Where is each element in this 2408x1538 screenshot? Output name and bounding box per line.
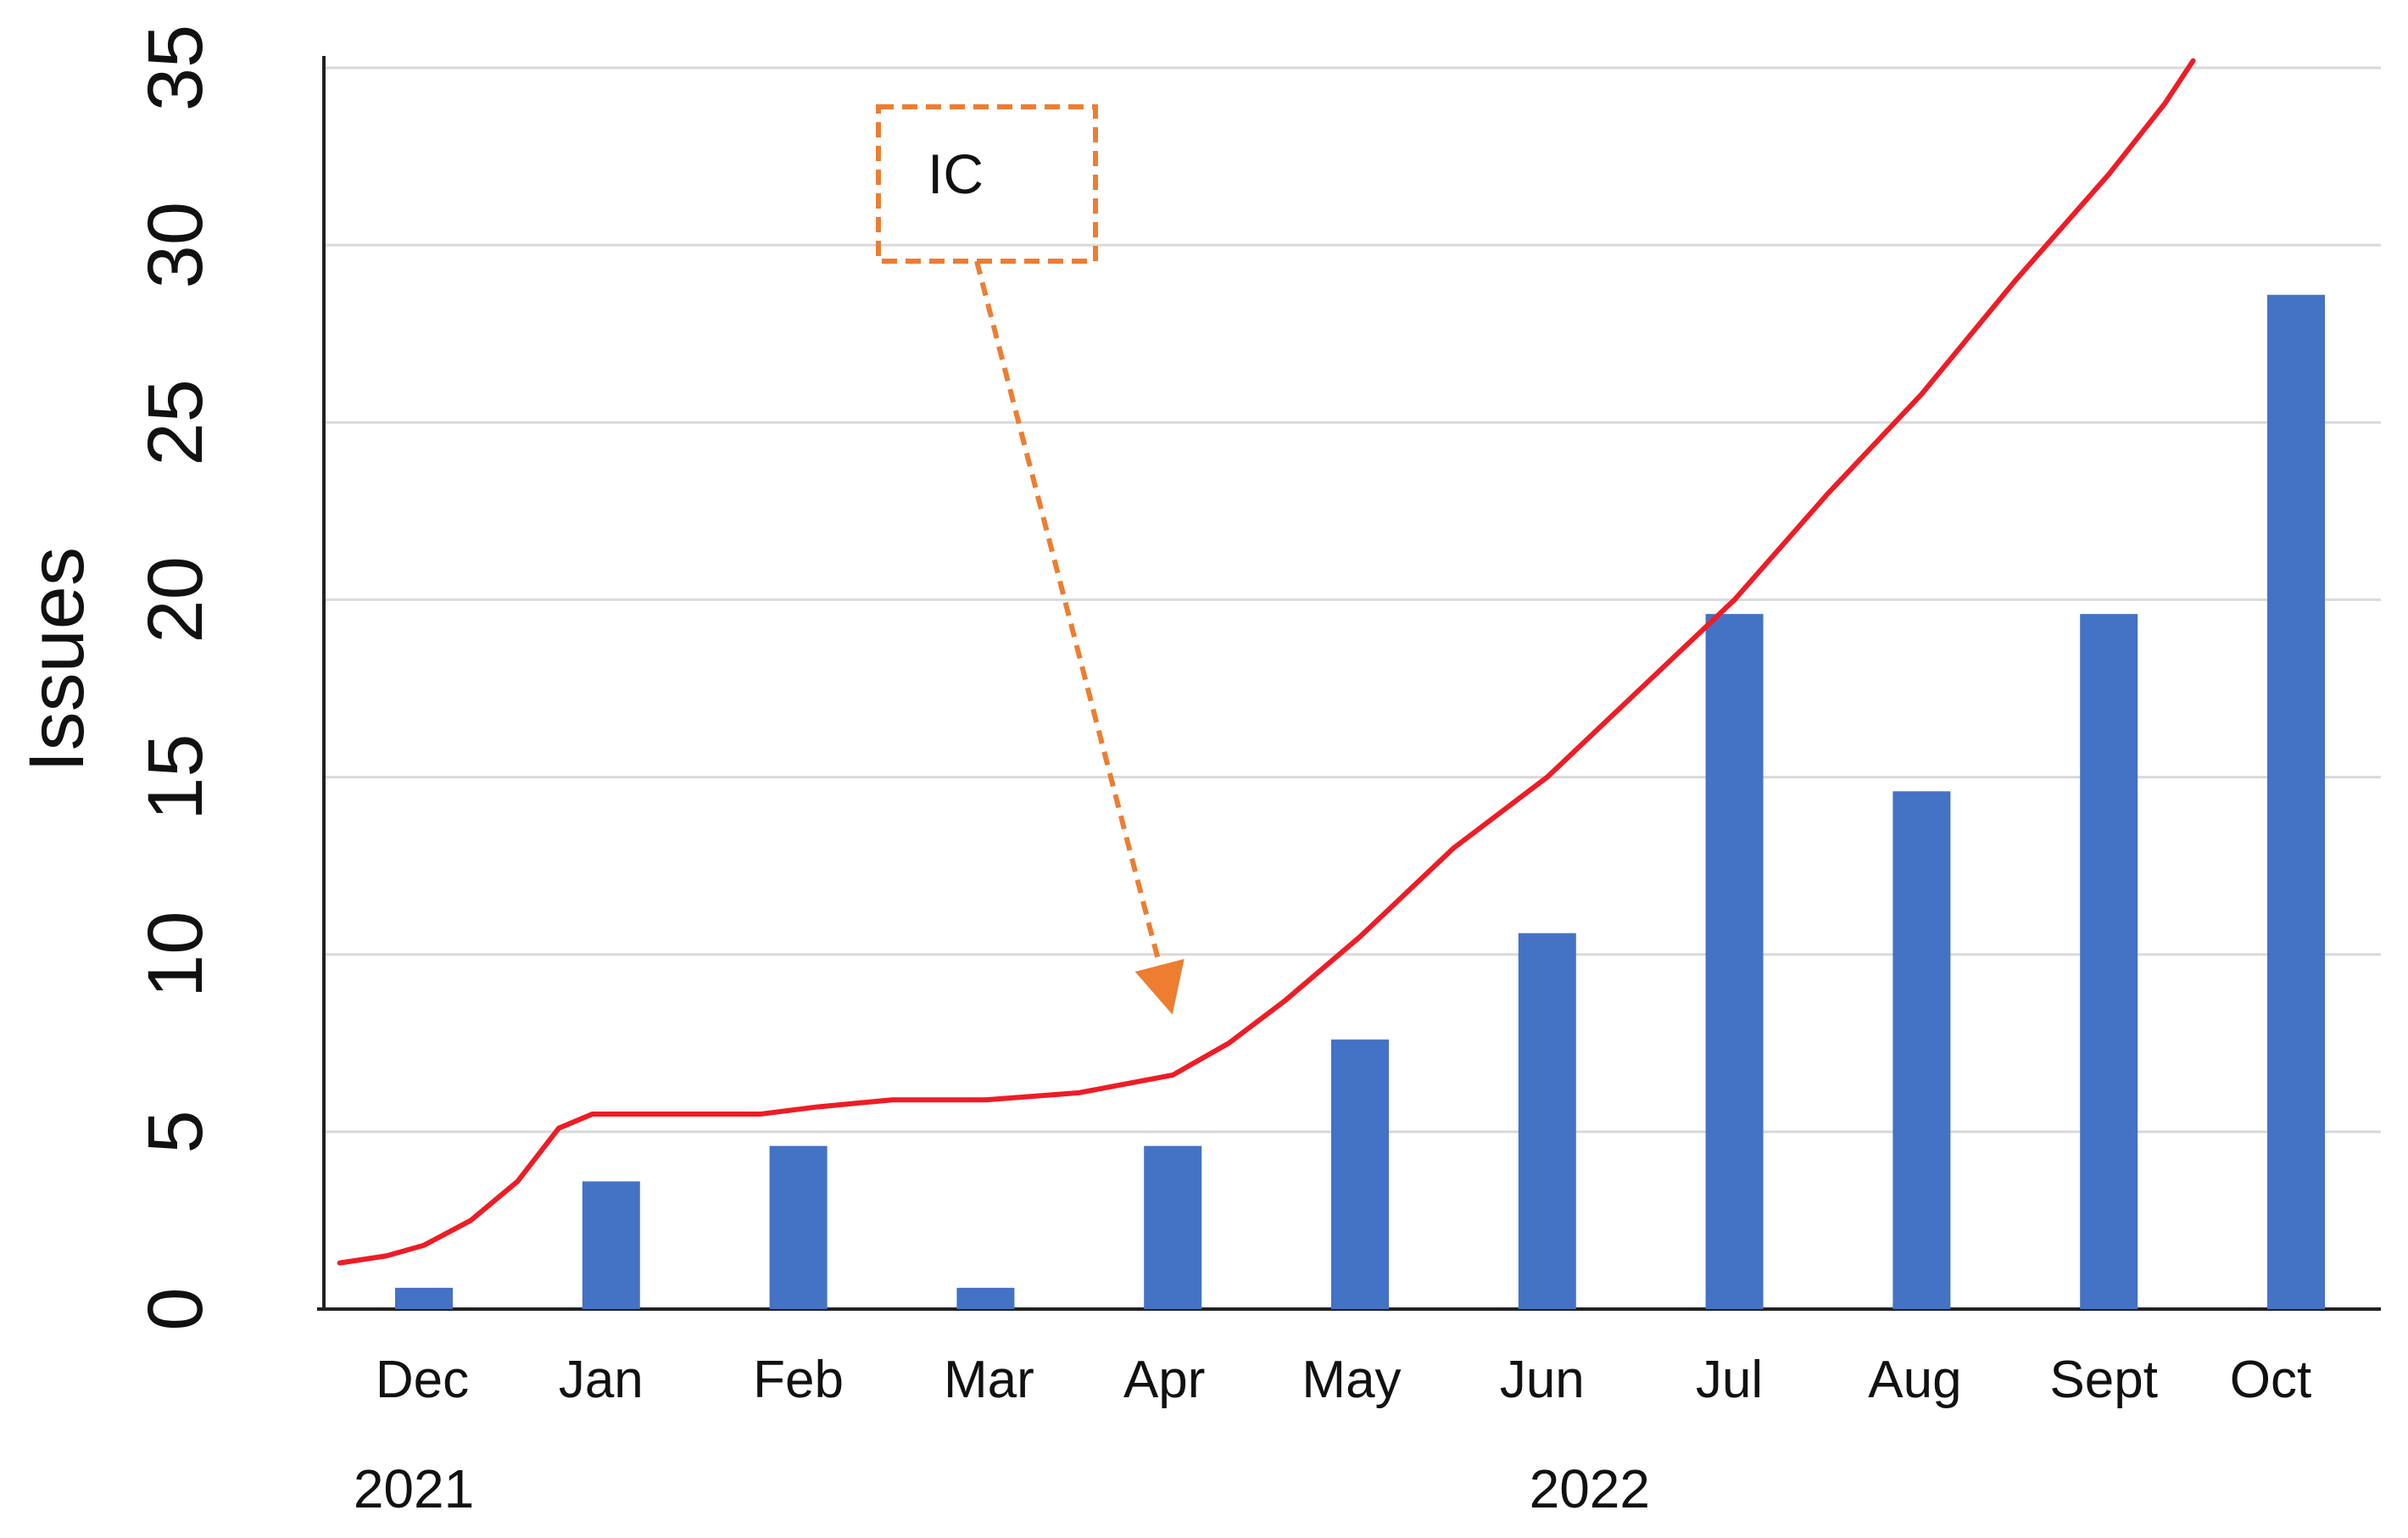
x-tick-label: Jan <box>559 1351 644 1409</box>
gridlines <box>324 66 2381 1134</box>
bar <box>1705 614 1764 1309</box>
x-tick-label: Sept <box>2049 1351 2158 1409</box>
bar <box>2267 294 2325 1309</box>
bar <box>395 1287 453 1309</box>
y-tick-label: 25 <box>132 379 219 465</box>
annotation-label: IC <box>928 142 984 205</box>
x-tick-label: Apr <box>1123 1351 1205 1409</box>
bar <box>582 1181 640 1309</box>
bar <box>2080 614 2138 1309</box>
bar <box>1892 791 1951 1309</box>
bar <box>1331 1039 1389 1309</box>
trend-line <box>337 58 2196 1266</box>
y-tick-label: 35 <box>132 25 219 111</box>
y-tick-label: 5 <box>132 1110 219 1153</box>
x-tick-label: May <box>1302 1351 1401 1409</box>
bar <box>769 1145 828 1309</box>
y-tick-label: 20 <box>132 556 219 643</box>
annotation-arrow <box>974 260 1184 1015</box>
x-tick-label: Feb <box>753 1351 844 1409</box>
bar <box>956 1287 1015 1309</box>
x-tick-label: Oct <box>2230 1351 2311 1409</box>
bar <box>1144 1145 1202 1309</box>
text-labels: 0 5 10 15 20 25 30 35 Issues Dec Jan Feb Mar Apr May Ju… <box>14 25 2311 1519</box>
year-label: 2021 <box>354 1458 474 1519</box>
x-tick-label: Jun <box>1500 1351 1585 1409</box>
x-tick-label: Mar <box>944 1351 1034 1409</box>
line-series <box>337 58 2196 1266</box>
annotation-box <box>876 104 1098 264</box>
y-tick-label: 15 <box>132 733 219 820</box>
bar-series <box>395 294 2325 1309</box>
y-tick-label: 30 <box>132 202 219 288</box>
x-tick-label: Aug <box>1868 1351 1961 1409</box>
x-tick-label: Dec <box>376 1351 469 1409</box>
y-axis-title: Issues <box>14 547 100 772</box>
y-tick-label: 0 <box>132 1287 219 1330</box>
annotations: IC <box>876 104 1184 1015</box>
y-tick-label: 10 <box>132 911 219 998</box>
year-label: 2022 <box>1530 1458 1650 1519</box>
bar <box>1518 933 1576 1309</box>
x-tick-label: Jul <box>1696 1351 1763 1409</box>
